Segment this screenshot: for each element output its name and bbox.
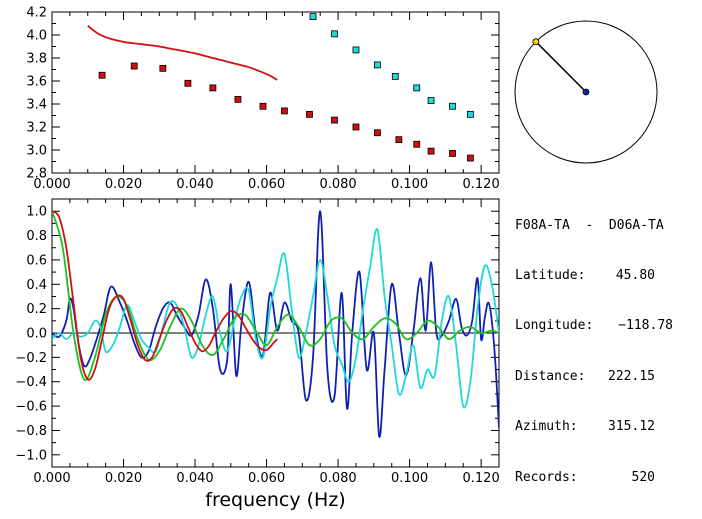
azimuth-compass — [514, 20, 658, 164]
x-tick-label: 0.120 — [463, 471, 500, 486]
data-point-1 — [466, 154, 474, 162]
series-line-0 — [87, 25, 278, 81]
y-tick-label: 0.8 — [26, 229, 47, 244]
station-info-panel: F08A-TA - D06A-TA Latitude: 45.80 Longitu… — [515, 184, 673, 503]
azimuth-label: Azimuth: — [515, 419, 578, 435]
series-line-0 — [52, 210, 499, 438]
series-line-3 — [52, 210, 278, 381]
series-line-1 — [52, 228, 499, 409]
compass-ring — [514, 20, 658, 164]
x-tick-label: 0.100 — [391, 471, 428, 486]
plot-data-area — [87, 13, 474, 162]
data-point-2 — [309, 13, 317, 20]
data-point-1 — [209, 84, 217, 92]
y-tick-label: −0.4 — [15, 375, 47, 390]
y-tick-label: 4.0 — [26, 29, 47, 44]
data-point-1 — [352, 123, 360, 131]
x-tick-label: 0.100 — [391, 177, 428, 192]
latitude-value: 45.80 — [615, 267, 655, 283]
latitude-label: Latitude: — [515, 267, 586, 283]
distance-row: Distance: 222.15 — [515, 369, 673, 386]
y-tick-label: 0.0 — [26, 327, 47, 342]
x-tick-label: 0.000 — [33, 471, 70, 486]
y-tick-label: 3.4 — [26, 98, 47, 113]
y-tick-label: −0.6 — [15, 400, 47, 415]
data-point-2 — [449, 102, 456, 110]
longitude-row: Longitude: −118.78 — [515, 318, 673, 335]
azimuth-row: Azimuth: 315.12 — [515, 419, 673, 436]
data-point-2 — [413, 84, 421, 92]
data-point-1 — [130, 62, 138, 70]
y-tick-label: −0.8 — [15, 424, 47, 439]
records-row: Records: 520 — [515, 470, 673, 487]
x-tick-label: 0.060 — [248, 471, 285, 486]
data-point-2 — [466, 110, 474, 118]
y-tick-label: 0.2 — [26, 302, 47, 317]
plot-data-area — [52, 210, 499, 438]
data-point-1 — [281, 107, 288, 115]
latitude-row: Latitude: 45.80 — [515, 268, 673, 285]
x-tick-label: 0.080 — [319, 177, 356, 192]
compass-station-dot — [532, 38, 540, 46]
y-tick-label: 0.4 — [26, 278, 47, 293]
y-tick-label: 3.6 — [26, 75, 47, 90]
data-point-1 — [374, 129, 381, 137]
x-tick-label: 0.000 — [33, 177, 70, 192]
data-point-2 — [331, 30, 338, 38]
y-tick-label: 3.2 — [26, 121, 47, 136]
x-tick-label: 0.080 — [319, 471, 356, 486]
longitude-value: −118.78 — [618, 318, 673, 334]
x-tick-label: 0.040 — [176, 471, 213, 486]
data-point-2 — [391, 73, 399, 80]
data-point-1 — [331, 116, 338, 124]
station-pair: F08A-TA - D06A-TA — [515, 217, 664, 233]
data-point-1 — [413, 140, 421, 148]
azimuth-value: 315.12 — [608, 419, 655, 435]
records-label: Records: — [515, 469, 578, 485]
data-point-1 — [427, 147, 435, 155]
y-tick-label: −1.0 — [15, 448, 47, 463]
x-axis-label: frequency (Hz) — [205, 489, 345, 511]
compass-center-dot — [582, 88, 590, 96]
x-tick-label: 0.020 — [105, 177, 142, 192]
data-point-1 — [395, 136, 403, 144]
x-tick-label: 0.120 — [463, 177, 500, 192]
x-tick-label: 0.020 — [105, 471, 142, 486]
data-point-1 — [234, 96, 242, 103]
y-tick-label: 4.2 — [26, 6, 47, 21]
data-point-1 — [306, 110, 313, 118]
data-point-2 — [374, 61, 381, 69]
data-point-1 — [449, 150, 456, 157]
data-point-1 — [159, 64, 167, 72]
x-tick-label: 0.040 — [176, 177, 213, 192]
data-point-2 — [427, 97, 435, 104]
y-tick-label: 2.8 — [26, 167, 47, 182]
distance-value: 222.15 — [608, 368, 655, 384]
data-point-1 — [259, 102, 267, 110]
y-tick-label: 3.8 — [26, 52, 47, 67]
correlation-spectrum-plot: 0.000 0.020 0.040 0.060 0.080 0.100 0.120 1.0 0.… — [15, 198, 500, 511]
y-tick-label: 1.0 — [26, 205, 47, 220]
dispersion-plot: 0.000 0.020 0.040 0.060 0.080 0.100 0.120 2.8 3.… — [26, 6, 499, 193]
x-tick-label: 0.060 — [248, 177, 285, 192]
records-value: 520 — [631, 469, 655, 485]
azimuth-needle — [535, 41, 587, 93]
data-point-1 — [184, 79, 192, 87]
y-tick-label: 0.6 — [26, 253, 47, 268]
data-point-1 — [98, 71, 106, 79]
y-tick-label: 3.0 — [26, 144, 47, 159]
distance-label: Distance: — [515, 368, 586, 384]
data-point-2 — [352, 46, 360, 54]
y-tick-label: −0.2 — [15, 351, 47, 366]
longitude-label: Longitude: — [515, 318, 594, 334]
